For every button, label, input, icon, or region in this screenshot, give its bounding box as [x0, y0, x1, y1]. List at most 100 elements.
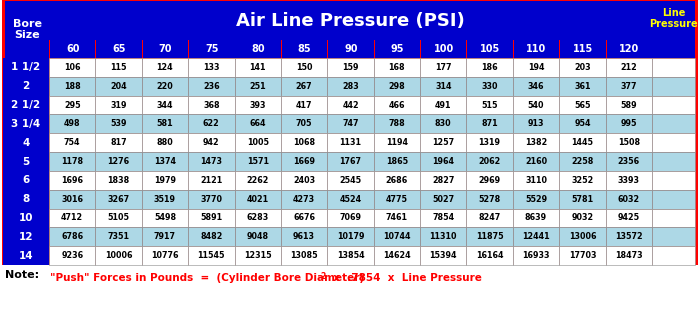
Text: 85: 85	[298, 44, 312, 54]
Text: 747: 747	[342, 119, 359, 128]
Text: 9048: 9048	[246, 232, 269, 241]
Text: 220: 220	[157, 82, 174, 91]
Text: 664: 664	[249, 119, 266, 128]
Text: Bore
Size: Bore Size	[13, 19, 41, 40]
Text: 12441: 12441	[522, 232, 550, 241]
Text: 11310: 11310	[430, 232, 457, 241]
Text: 622: 622	[203, 119, 220, 128]
Text: 9236: 9236	[61, 251, 83, 260]
Text: 361: 361	[574, 82, 591, 91]
Text: 1276: 1276	[108, 157, 130, 166]
Text: Air Line Pressure (PSI): Air Line Pressure (PSI)	[236, 12, 465, 30]
Text: 177: 177	[435, 63, 452, 72]
Text: 9425: 9425	[617, 214, 640, 222]
Text: 13854: 13854	[337, 251, 364, 260]
Text: 5027: 5027	[432, 195, 454, 204]
Text: 2262: 2262	[246, 176, 269, 185]
Text: 393: 393	[249, 100, 266, 110]
Text: 3 1/4: 3 1/4	[11, 119, 41, 129]
Text: 133: 133	[203, 63, 220, 72]
Text: 7351: 7351	[108, 232, 130, 241]
Text: 10744: 10744	[383, 232, 411, 241]
Text: Note:: Note:	[6, 270, 40, 280]
Text: 115: 115	[573, 44, 593, 54]
Text: 319: 319	[111, 100, 127, 110]
Text: 194: 194	[528, 63, 545, 72]
Text: 330: 330	[482, 82, 498, 91]
Text: 11875: 11875	[476, 232, 503, 241]
Text: 3393: 3393	[618, 176, 640, 185]
Text: 954: 954	[574, 119, 591, 128]
Text: 13572: 13572	[615, 232, 643, 241]
Text: 4712: 4712	[61, 214, 83, 222]
Text: 5498: 5498	[154, 214, 176, 222]
Text: 1964: 1964	[433, 157, 454, 166]
Text: 16933: 16933	[522, 251, 550, 260]
Text: 1374: 1374	[154, 157, 176, 166]
Text: 1 1/2: 1 1/2	[11, 62, 41, 72]
Text: 581: 581	[157, 119, 174, 128]
Text: 236: 236	[203, 82, 220, 91]
Text: 9032: 9032	[571, 214, 594, 222]
Text: 368: 368	[203, 100, 220, 110]
Text: 1669: 1669	[293, 157, 315, 166]
Text: 7854: 7854	[432, 214, 454, 222]
Text: 203: 203	[574, 63, 591, 72]
Text: 13085: 13085	[290, 251, 318, 260]
Text: 466: 466	[389, 100, 405, 110]
Text: 1767: 1767	[340, 157, 361, 166]
Text: 75: 75	[205, 44, 218, 54]
Text: 5891: 5891	[200, 214, 223, 222]
Text: 1131: 1131	[340, 138, 361, 147]
Text: 1571: 1571	[246, 157, 269, 166]
Text: 3267: 3267	[108, 195, 130, 204]
Text: 12: 12	[19, 232, 33, 242]
Text: 344: 344	[157, 100, 173, 110]
Text: 2403: 2403	[293, 176, 315, 185]
Text: 788: 788	[389, 119, 405, 128]
Text: 15394: 15394	[430, 251, 457, 260]
Text: 188: 188	[64, 82, 80, 91]
Text: 120: 120	[619, 44, 639, 54]
Text: 2121: 2121	[200, 176, 223, 185]
Text: 70: 70	[159, 44, 172, 54]
Text: 1445: 1445	[571, 138, 594, 147]
Text: 871: 871	[482, 119, 498, 128]
Text: 7917: 7917	[154, 232, 176, 241]
Text: 6283: 6283	[246, 214, 269, 222]
Text: 498: 498	[64, 119, 80, 128]
Text: 539: 539	[111, 119, 127, 128]
Text: 589: 589	[620, 100, 637, 110]
Text: 124: 124	[157, 63, 174, 72]
Text: 110: 110	[526, 44, 547, 54]
Text: 150: 150	[296, 63, 312, 72]
Text: 5: 5	[22, 156, 29, 167]
Text: 11545: 11545	[197, 251, 225, 260]
Text: 754: 754	[64, 138, 80, 147]
Text: 491: 491	[435, 100, 452, 110]
Text: 705: 705	[296, 119, 312, 128]
Text: 3519: 3519	[154, 195, 176, 204]
Text: 2827: 2827	[432, 176, 454, 185]
Text: 565: 565	[574, 100, 591, 110]
Text: 8482: 8482	[200, 232, 223, 241]
Text: 212: 212	[620, 63, 637, 72]
Text: 295: 295	[64, 100, 80, 110]
Text: 377: 377	[621, 82, 637, 91]
Text: 5781: 5781	[571, 195, 594, 204]
Text: 995: 995	[621, 119, 637, 128]
Text: 2: 2	[321, 272, 326, 281]
Text: 2: 2	[22, 81, 29, 91]
Text: 2356: 2356	[617, 157, 640, 166]
Text: 2062: 2062	[479, 157, 500, 166]
Text: 817: 817	[111, 138, 127, 147]
Text: 7461: 7461	[386, 214, 408, 222]
Text: 8639: 8639	[525, 214, 547, 222]
Text: 267: 267	[296, 82, 312, 91]
Text: 186: 186	[482, 63, 498, 72]
Text: 105: 105	[480, 44, 500, 54]
Text: 417: 417	[296, 100, 312, 110]
Text: 90: 90	[344, 44, 358, 54]
Text: 106: 106	[64, 63, 80, 72]
Text: 6: 6	[22, 175, 29, 185]
